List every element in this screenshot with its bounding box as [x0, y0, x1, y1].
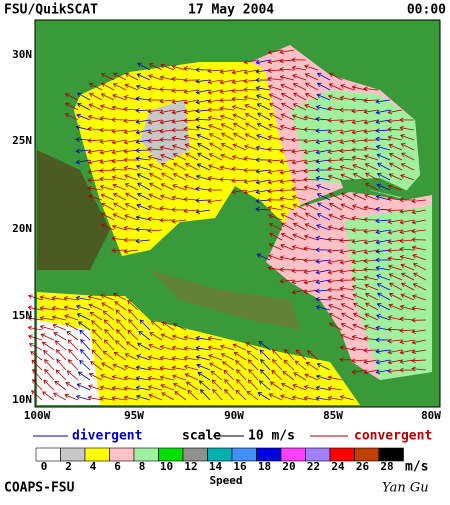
- colorbar-swatch: [110, 448, 135, 461]
- colorbar-label: 20: [282, 460, 295, 473]
- wind-vector: [304, 130, 318, 131]
- colorbar-title: Speed: [209, 474, 242, 487]
- lon-label: 100W: [24, 409, 51, 422]
- lon-label: 85W: [323, 409, 343, 422]
- date: 17 May 2004: [188, 3, 274, 18]
- colorbar-label: 24: [331, 460, 345, 473]
- legend-convergent: convergent: [354, 429, 432, 444]
- colorbar-swatch: [61, 448, 86, 461]
- colorbar-swatch: [134, 448, 159, 461]
- map: [28, 20, 440, 407]
- wind-vector: [136, 150, 150, 151]
- legend-scale-value: 10 m/s: [248, 429, 295, 444]
- lat-label: 30N: [12, 48, 32, 61]
- wind-vector: [364, 350, 378, 351]
- product: FSU/QuikSCAT: [4, 3, 98, 18]
- lon-label: 90W: [224, 409, 244, 422]
- colorbar-label: 26: [356, 460, 370, 473]
- colorbar-label: 18: [258, 460, 271, 473]
- wind-vector: [328, 120, 342, 121]
- colorbar-unit: m/s: [405, 460, 428, 475]
- lat-label: 10N: [12, 393, 32, 406]
- colorbar-swatch: [85, 448, 110, 461]
- time: 00:00: [407, 3, 446, 18]
- wind-vector: [304, 260, 318, 261]
- colorbar-label: 6: [114, 460, 121, 473]
- colorbar-label: 2: [65, 460, 72, 473]
- lon-label: 80W: [421, 409, 441, 422]
- colorbar-label: 28: [380, 460, 393, 473]
- wind-vector: [280, 270, 294, 271]
- author: Yan Gu: [382, 481, 429, 496]
- lon-label: 95W: [124, 409, 144, 422]
- org: COAPS-FSU: [4, 481, 75, 496]
- colorbar-label: 16: [233, 460, 247, 473]
- colorbar-label: 12: [184, 460, 197, 473]
- colorbar-label: 22: [307, 460, 320, 473]
- colorbar-swatch: [36, 448, 61, 461]
- lat-label: 25N: [12, 134, 32, 147]
- colorbar-label: 10: [160, 460, 173, 473]
- wind-vector: [388, 210, 402, 211]
- lat-label: 20N: [12, 222, 32, 235]
- colorbar-label: 14: [209, 460, 223, 473]
- colorbar-label: 0: [41, 460, 48, 473]
- colorbar-label: 8: [139, 460, 146, 473]
- lat-label: 15N: [12, 309, 32, 322]
- colorbar-label: 4: [90, 460, 97, 473]
- legend-divergent: divergent: [72, 429, 142, 444]
- wind-vector: [244, 90, 258, 91]
